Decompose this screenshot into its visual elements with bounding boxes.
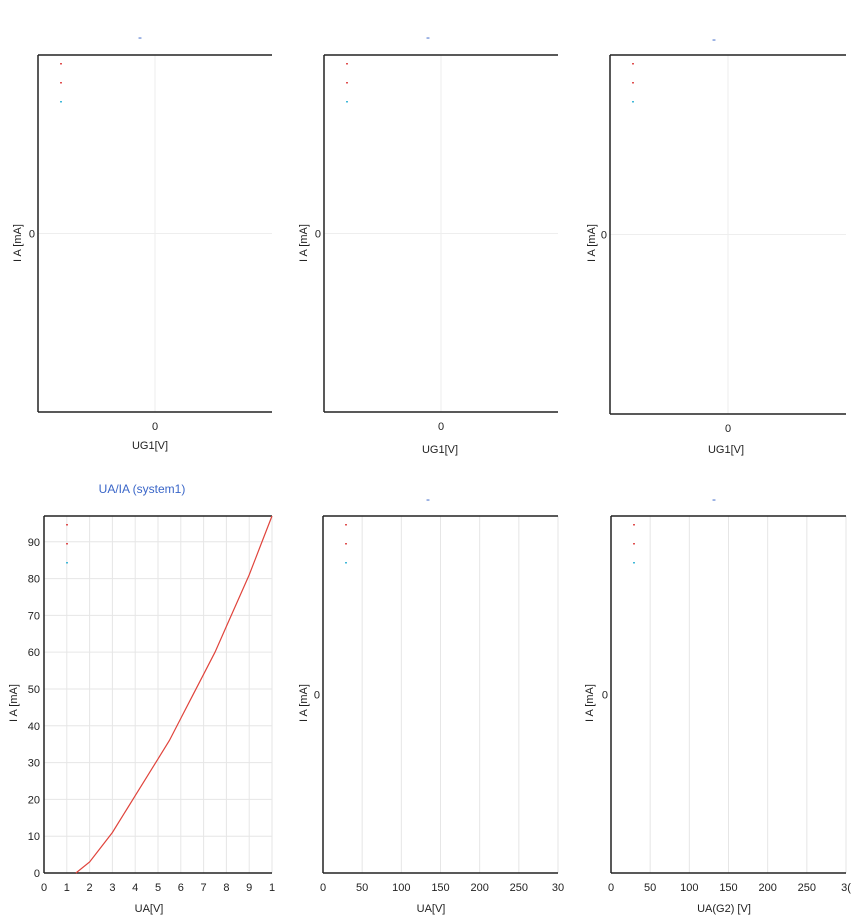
x-tick-label: 4 xyxy=(132,882,138,894)
legend-marker xyxy=(346,101,348,103)
legend-marker xyxy=(66,543,68,545)
legend-marker xyxy=(66,562,68,564)
x-tick-label: 0 xyxy=(41,882,47,894)
y-tick-label: 20 xyxy=(28,794,40,806)
y-tick-label: 0 xyxy=(601,230,607,242)
legend-marker xyxy=(633,524,635,526)
x-axis-label: UG1[V] xyxy=(421,444,459,456)
x-tick-label: 250 xyxy=(798,882,816,894)
x-tick-label: 150 xyxy=(431,882,449,894)
series-line xyxy=(75,515,273,874)
y-tick-label: 0 xyxy=(314,690,320,702)
chart-title: - xyxy=(138,30,142,44)
legend-marker xyxy=(345,543,347,545)
y-tick-label: 0 xyxy=(602,690,608,702)
x-tick-label: 7 xyxy=(201,882,207,894)
y-tick-label: 80 xyxy=(28,574,40,586)
x-axis-label: UG1[V] xyxy=(131,440,169,452)
plot-area: 00 xyxy=(315,54,558,433)
x-axis-label: UA(G2) [V] xyxy=(697,903,751,915)
x-tick-label: 2 xyxy=(87,882,93,894)
legend-marker xyxy=(60,101,62,103)
x-tick-label: 1 xyxy=(269,882,275,894)
x-axis-label: UA[V] xyxy=(416,903,446,915)
x-tick-label: 3( xyxy=(841,882,851,894)
y-tick-label: 70 xyxy=(28,610,40,622)
chart-title: - xyxy=(712,32,716,46)
x-tick-label: 200 xyxy=(758,882,776,894)
x-tick-label: 0 xyxy=(152,421,158,433)
x-tick-label: 100 xyxy=(392,882,410,894)
legend-marker xyxy=(346,82,348,84)
legend-marker xyxy=(345,524,347,526)
y-tick-label: 50 xyxy=(28,684,40,696)
x-tick-label: 200 xyxy=(470,882,488,894)
legend-marker xyxy=(632,63,634,65)
legend-marker xyxy=(66,524,68,526)
y-tick-label: 0 xyxy=(29,229,35,241)
legend-marker xyxy=(633,543,635,545)
chart-panel-ua-g2: - I A [mA] 0 50 100 150 200 250 3(0 UA(G2) [V] xyxy=(574,460,854,920)
x-tick-label: 250 xyxy=(510,882,528,894)
chart-title: - xyxy=(426,492,430,506)
chart-panel-ua: - I A [mA] 0 50 100 150 200 250 30 0 UA[V] xyxy=(288,460,572,920)
legend-marker xyxy=(60,63,62,65)
x-tick-label: 0 xyxy=(438,421,444,433)
x-tick-label: 30 xyxy=(552,882,564,894)
x-tick-label: 50 xyxy=(644,882,656,894)
y-tick-label: 60 xyxy=(28,647,40,659)
x-tick-label: 3 xyxy=(109,882,115,894)
x-tick-label: 0 xyxy=(608,882,614,894)
x-tick-label: 8 xyxy=(223,882,229,894)
legend-marker xyxy=(346,63,348,65)
x-tick-label: 50 xyxy=(356,882,368,894)
y-tick-label: 10 xyxy=(28,831,40,843)
y-tick-label: 40 xyxy=(28,721,40,733)
x-axis-label: UG1[V] xyxy=(707,444,745,456)
legend-marker xyxy=(633,562,635,564)
x-tick-label: 5 xyxy=(155,882,161,894)
x-tick-label: 0 xyxy=(725,423,731,435)
y-tick-label: 0 xyxy=(34,868,40,880)
legend-marker xyxy=(632,101,634,103)
x-tick-label: 100 xyxy=(680,882,698,894)
plot-area: 0 50 100 150 200 250 3( 0 xyxy=(602,515,851,894)
y-tick-label: 30 xyxy=(28,758,40,770)
x-tick-label: 1 xyxy=(64,882,70,894)
plot-area: 00 xyxy=(601,54,846,435)
legend-marker xyxy=(345,562,347,564)
x-tick-label: 150 xyxy=(719,882,737,894)
chart-panel-ua-ia: UA/IA (system1) I A [mA] 0 1 2 3 4 5 6 7 8 9 1 0 10 2… xyxy=(0,460,284,920)
chart-title: UA/IA (system1) xyxy=(98,482,186,496)
legend-marker xyxy=(60,82,62,84)
plot-area: 00 xyxy=(29,54,272,433)
x-axis-label: UA[V] xyxy=(134,903,164,915)
x-tick-label: 0 xyxy=(320,882,326,894)
y-tick-label: 0 xyxy=(315,229,321,241)
chart-title: - xyxy=(426,30,430,44)
y-tick-label: 90 xyxy=(28,537,40,549)
plot-area: 0 50 100 150 200 250 300 xyxy=(314,515,564,894)
x-tick-label: 6 xyxy=(178,882,184,894)
x-tick-label: 9 xyxy=(246,882,252,894)
chart-title: - xyxy=(712,492,716,506)
legend-marker xyxy=(632,82,634,84)
